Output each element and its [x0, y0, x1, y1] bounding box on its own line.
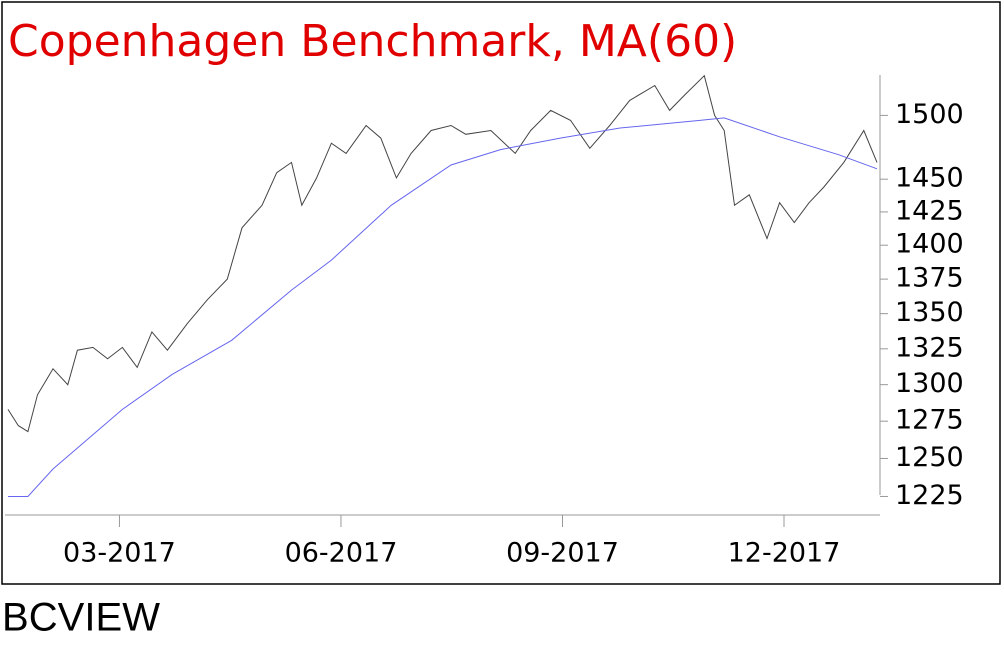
x-tick-label: 12-2017: [728, 538, 841, 569]
footer: BCVIEW: [2, 596, 160, 640]
y-tick-label: 1350: [895, 297, 964, 328]
x-tick-label: 06-2017: [285, 538, 398, 569]
y-tick-label: 1500: [895, 99, 964, 130]
y-tick-label: 1275: [895, 405, 964, 436]
y-tick-label: 1225: [895, 480, 964, 511]
y-tick-label: 1375: [895, 263, 964, 294]
series-line: [8, 117, 878, 497]
chart-frame: [1, 1, 1001, 585]
series-line: [7, 74, 878, 433]
x-tick-label: 09-2017: [506, 538, 619, 569]
y-tick-label: 1325: [895, 332, 964, 363]
y-tick-label: 1425: [895, 195, 964, 226]
y-tick-label: 1250: [895, 442, 964, 473]
y-tick-label: 1400: [895, 229, 964, 260]
y-tick-label: 1450: [895, 163, 964, 194]
y-tick-label: 1300: [895, 368, 964, 399]
chart-title: Copenhagen Benchmark, MA(60): [8, 16, 737, 67]
x-tick-label: 03-2017: [63, 538, 176, 569]
